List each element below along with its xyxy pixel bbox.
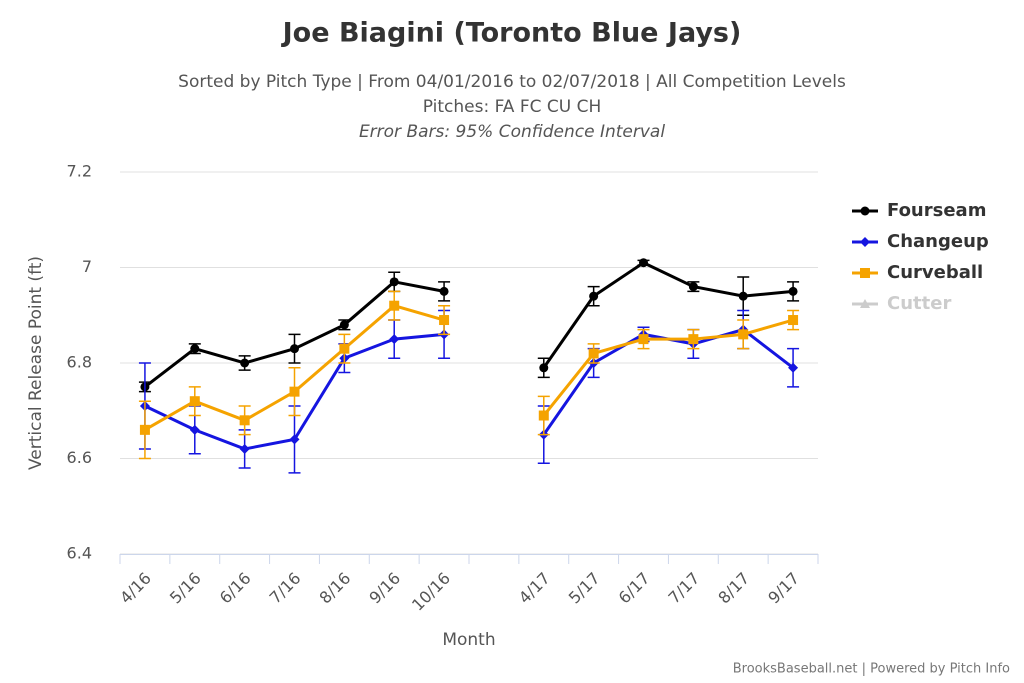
x-tick-label: 9/16	[365, 569, 404, 608]
marker	[688, 334, 699, 345]
marker	[860, 299, 870, 308]
marker	[289, 434, 300, 445]
marker	[588, 348, 599, 359]
x-axis-label: Month	[442, 630, 495, 650]
series-line	[144, 304, 794, 432]
marker	[860, 268, 870, 278]
marker	[290, 344, 299, 354]
marker	[339, 343, 350, 354]
marker	[538, 410, 549, 421]
y-tick-label: 7.2	[67, 162, 92, 181]
marker	[239, 443, 250, 454]
subtitle: Pitches: FA FC CU CH	[423, 97, 602, 117]
y-tick-label: 6.6	[67, 448, 92, 467]
marker	[688, 282, 698, 292]
subtitle: Error Bars: 95% Confidence Interval	[359, 122, 665, 142]
x-tick-label: 5/17	[565, 569, 604, 608]
marker	[639, 258, 648, 268]
marker	[788, 315, 799, 326]
marker	[239, 415, 250, 426]
legend-label: Curveball	[887, 262, 983, 283]
x-tick-label: 7/16	[266, 569, 305, 608]
marker	[738, 291, 748, 301]
marker	[638, 334, 649, 345]
marker	[539, 363, 549, 373]
marker	[189, 424, 200, 435]
x-tick-label: 6/17	[615, 569, 654, 608]
marker	[389, 334, 400, 345]
y-tick-label: 6.8	[67, 353, 92, 372]
marker	[788, 286, 798, 296]
marker	[589, 291, 599, 301]
marker	[339, 320, 349, 330]
marker	[860, 206, 870, 216]
x-tick-label: 7/17	[665, 569, 704, 608]
y-tick-label: 6.4	[67, 544, 92, 563]
marker	[738, 329, 749, 340]
marker	[190, 344, 200, 354]
x-tick-label: 4/17	[515, 569, 554, 608]
legend-label: Changeup	[887, 231, 989, 252]
y-axis-label: Vertical Release Point (ft)	[26, 256, 46, 470]
marker	[389, 277, 399, 287]
x-tick-label: 8/17	[714, 569, 753, 608]
subtitle: Sorted by Pitch Type | From 04/01/2016 t…	[178, 72, 846, 92]
x-tick-label: 5/16	[166, 569, 205, 608]
marker	[439, 286, 449, 296]
x-tick-label: 6/16	[216, 569, 255, 608]
credits: BrooksBaseball.net | Powered by Pitch In…	[733, 662, 1010, 677]
x-tick-label: 9/17	[764, 569, 803, 608]
marker	[389, 300, 400, 311]
y-tick-label: 7	[82, 257, 92, 276]
marker	[189, 396, 200, 407]
x-tick-label: 8/16	[316, 569, 355, 608]
marker	[860, 237, 870, 247]
legend-label: Cutter	[887, 293, 951, 314]
marker	[788, 362, 799, 373]
marker	[439, 315, 450, 326]
marker	[139, 424, 150, 435]
series-line	[144, 327, 794, 451]
chart-title: Joe Biagini (Toronto Blue Jays)	[281, 18, 742, 49]
x-tick-label: 4/16	[116, 569, 155, 608]
legend-label: Fourseam	[887, 200, 986, 221]
marker	[289, 386, 300, 397]
x-tick-label: 10/16	[408, 569, 454, 615]
marker	[240, 358, 250, 368]
